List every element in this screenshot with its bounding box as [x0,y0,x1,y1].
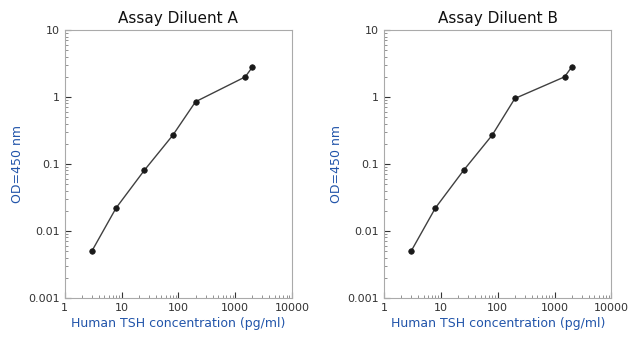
X-axis label: Human TSH concentration (pg/ml): Human TSH concentration (pg/ml) [390,317,605,330]
Title: Assay Diluent A: Assay Diluent A [118,11,238,26]
X-axis label: Human TSH concentration (pg/ml): Human TSH concentration (pg/ml) [71,317,285,330]
Y-axis label: OD=450 nm: OD=450 nm [11,125,24,203]
Y-axis label: OD=450 nm: OD=450 nm [330,125,344,203]
Title: Assay Diluent B: Assay Diluent B [438,11,557,26]
